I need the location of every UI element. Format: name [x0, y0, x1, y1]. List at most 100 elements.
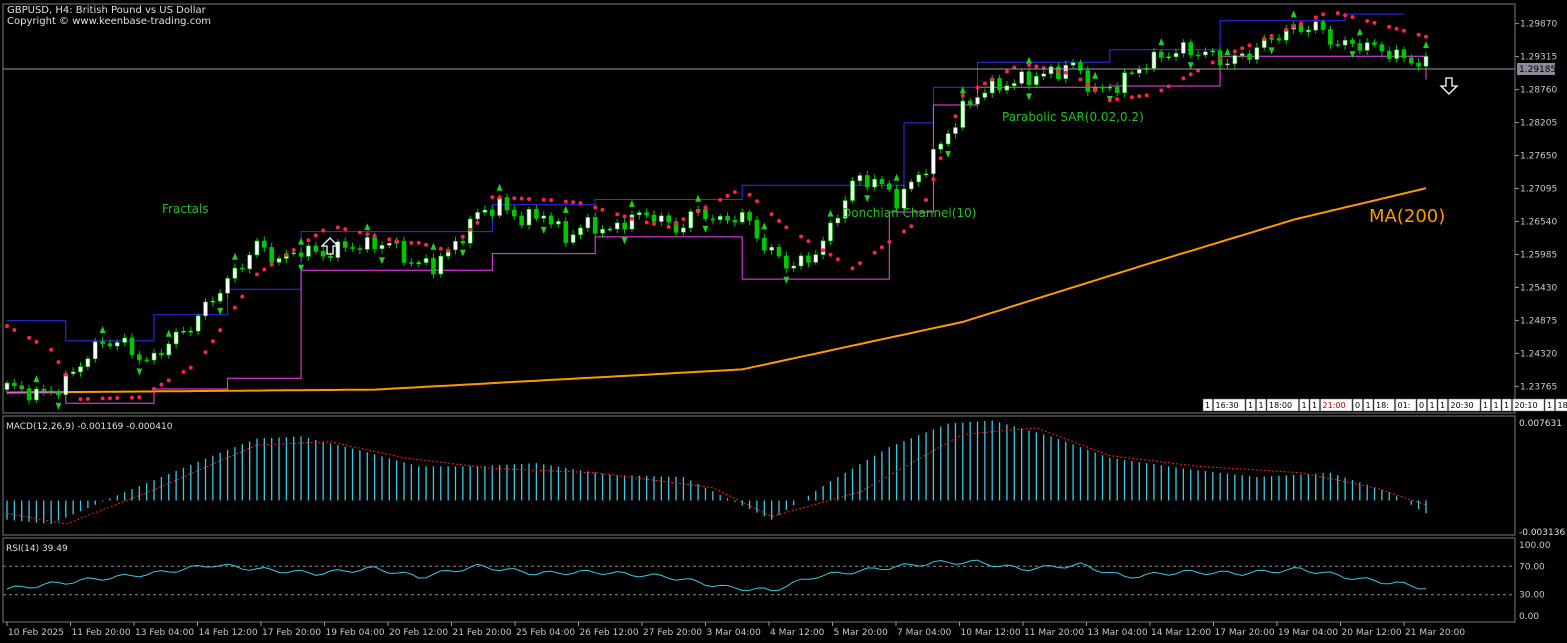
candle-body — [166, 343, 172, 356]
session-box — [1352, 398, 1363, 412]
candle-body — [129, 337, 135, 355]
fractal-down-marker — [1349, 51, 1356, 59]
sar-dot — [210, 339, 215, 344]
sell-arrow-icon — [1439, 77, 1459, 95]
sar-dot — [1115, 97, 1120, 102]
sar-dot — [497, 195, 502, 200]
macd-top-value: 0.007631 — [1519, 419, 1562, 429]
time-tick-label: 26 Feb 12:00 — [580, 628, 639, 638]
sar-dot — [615, 212, 620, 217]
current-price-box — [1517, 63, 1555, 75]
candle-body — [732, 219, 738, 223]
sar-dot — [115, 396, 120, 400]
fractal-up-marker — [298, 237, 305, 245]
candle-body — [401, 240, 407, 263]
time-tick-label: 11 Mar 20:00 — [1024, 628, 1084, 638]
fractal-up-marker — [33, 375, 40, 383]
candle-body — [291, 252, 297, 255]
sar-dot — [1372, 20, 1377, 25]
sar-dot — [563, 199, 568, 204]
candle-body — [1210, 50, 1216, 53]
sar-dot — [269, 262, 274, 267]
candle-body — [262, 240, 267, 248]
candle-body — [342, 241, 348, 248]
ma200-line — [6, 187, 1427, 394]
rsi-label: RSI(14) 39.49 — [6, 544, 68, 554]
candle-body — [1122, 72, 1127, 93]
fractal-up-marker — [231, 252, 238, 260]
sar-dot — [27, 335, 32, 340]
sar-dot — [255, 272, 259, 277]
fractal-up-marker — [1158, 38, 1165, 46]
sar-dot — [372, 234, 377, 238]
sar-dot — [629, 216, 634, 221]
sar-dot — [1291, 24, 1296, 29]
candle-body — [1151, 51, 1157, 69]
candle-body — [1004, 85, 1010, 91]
rsi-line — [6, 559, 1427, 592]
sar-dot — [100, 396, 105, 401]
time-tick-label: 19 Feb 04:00 — [326, 628, 385, 638]
fractal-up-marker — [959, 86, 966, 94]
candle-body — [335, 241, 341, 258]
candle-body — [1107, 86, 1113, 89]
candle-body — [710, 218, 716, 221]
sar-dot — [938, 156, 943, 161]
candle-body — [776, 246, 782, 257]
sar-dot — [438, 246, 443, 251]
fractals-label: Fractals — [162, 202, 209, 216]
candle-body — [70, 371, 76, 375]
sar-dot — [1416, 32, 1421, 37]
session-box — [1491, 398, 1502, 412]
candle-body — [864, 175, 870, 188]
sar-dot — [1210, 60, 1215, 65]
candle-body — [504, 197, 510, 211]
sar-dot — [1144, 93, 1149, 98]
sar-dot — [34, 339, 39, 344]
sar-dot — [63, 372, 68, 377]
session-label: 1 — [1430, 401, 1435, 410]
price-tick-label: 1.28760 — [1520, 86, 1557, 96]
sar-dot — [306, 238, 311, 243]
sar-dot — [159, 382, 164, 387]
candle-body — [600, 228, 605, 234]
candle-body — [1041, 73, 1046, 77]
session-box — [1448, 398, 1481, 412]
candle-body — [578, 227, 583, 236]
candle-body — [1173, 53, 1179, 58]
candle-body — [1019, 71, 1024, 84]
candle-body — [114, 342, 120, 347]
time-tick-label: 10 Feb 2025 — [8, 628, 64, 638]
sar-dot — [872, 250, 877, 255]
candle-body — [806, 255, 811, 263]
candle-body — [137, 354, 142, 361]
sar-dot — [49, 347, 54, 352]
sar-dot — [416, 240, 421, 245]
sar-dot — [799, 234, 804, 239]
candle-body — [651, 214, 657, 222]
sar-dot — [152, 386, 156, 391]
candle-body — [1320, 21, 1326, 30]
candle-body — [1188, 42, 1194, 56]
session-label: 0 — [1419, 401, 1424, 410]
candle-body — [1372, 42, 1377, 45]
sar-dot — [806, 239, 811, 244]
session-box — [1501, 398, 1512, 412]
sar-dot — [1034, 64, 1039, 69]
fractal-down-marker — [459, 249, 466, 257]
sar-dot — [468, 227, 473, 232]
candle-body — [1166, 56, 1171, 59]
session-box — [1256, 398, 1267, 412]
sar-dot — [181, 369, 186, 374]
candle-body — [107, 343, 113, 347]
fractal-down-marker — [621, 237, 628, 245]
candle-body — [460, 240, 466, 244]
price-tick-label: 1.24320 — [1520, 349, 1557, 359]
buy-arrow-icon — [320, 237, 340, 255]
fractal-down-marker — [1268, 47, 1275, 55]
candle-body — [122, 337, 127, 343]
fractal-down-marker — [55, 402, 62, 410]
sar-dot — [446, 248, 451, 253]
fractal-up-marker — [1423, 41, 1429, 49]
fractal-down-marker — [945, 151, 952, 159]
